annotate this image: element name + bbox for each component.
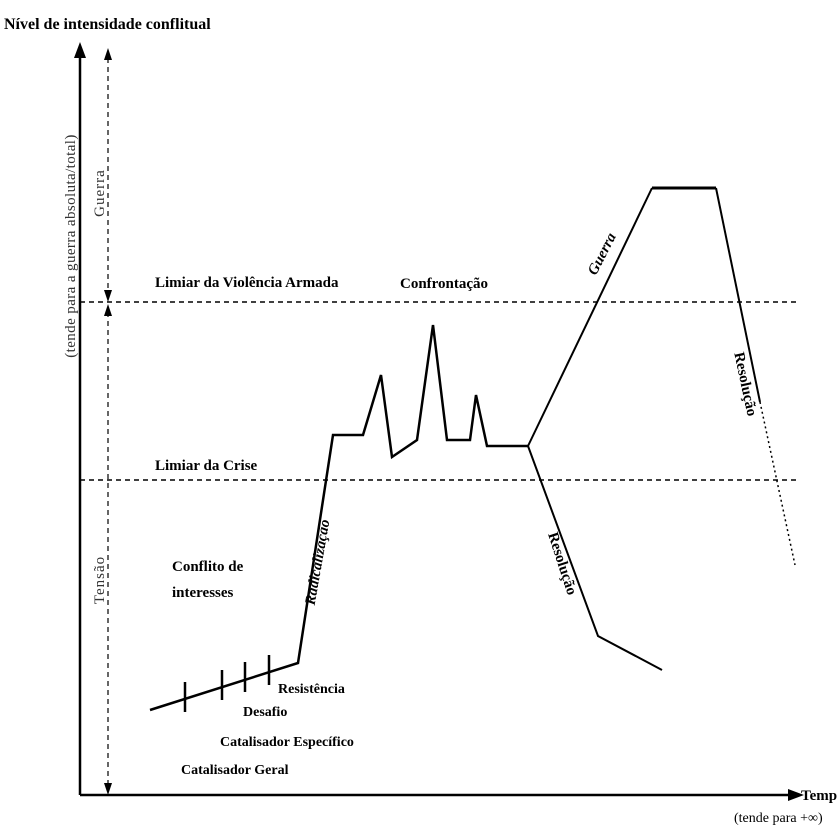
y-axis-arrowhead <box>74 42 86 58</box>
crisis-threshold-label: Limiar da Crise <box>155 458 258 474</box>
x-axis-note: (tende para +∞) <box>734 811 823 826</box>
tension-zone-label: Tensão <box>92 556 108 604</box>
war-zone-label: Guerra <box>92 169 108 217</box>
armed-violence-threshold-label: Limiar da Violência Armada <box>155 275 339 291</box>
war-zone-arrowhead-bottom <box>104 290 112 302</box>
conflict-of-interests-label-line2: interesses <box>172 585 234 601</box>
war-zone-arrowhead-top <box>104 48 112 60</box>
tension-zone-arrowhead-top <box>104 304 112 316</box>
crisis-resolution-path <box>527 445 663 671</box>
war-stage-label: Guerra <box>585 230 620 278</box>
confrontation-label: Confrontação <box>400 276 488 292</box>
war-resolution-dotted-tail <box>759 401 796 566</box>
x-axis-arrowhead <box>788 789 804 801</box>
resistance-label: Resistência <box>278 682 345 697</box>
escalation-path <box>149 324 528 712</box>
specific-catalyst-label: Catalisador Específico <box>220 735 354 750</box>
x-axis-title: Tempo <box>801 788 837 804</box>
y-axis-note: (tende para a guerra absoluta/total) <box>63 134 79 357</box>
war-resolution-path <box>715 187 761 403</box>
crisis-resolution-label: Resolução <box>544 530 579 597</box>
radicalization-label: Radicalização <box>302 518 333 607</box>
war-path <box>527 187 653 447</box>
challenge-label: Desafio <box>243 705 287 720</box>
general-catalyst-label: Catalisador Geral <box>181 763 289 778</box>
y-axis-title: Nível de intensidade conflitual <box>4 16 211 33</box>
war-resolution-label: Resolução <box>730 351 759 418</box>
tension-zone-arrowhead-bottom <box>104 783 112 795</box>
conflict-of-interests-label-line1: Conflito de <box>172 559 244 575</box>
